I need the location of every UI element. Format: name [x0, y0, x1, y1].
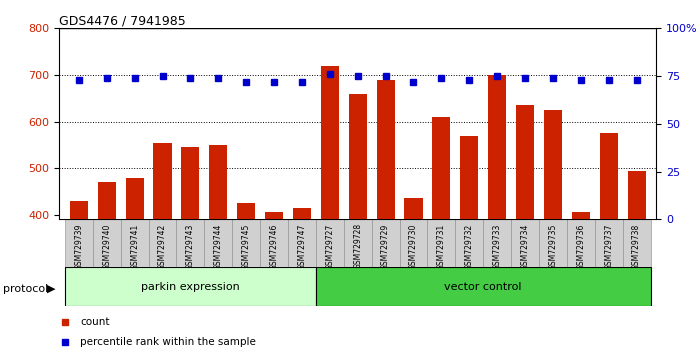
Text: GSM729732: GSM729732: [465, 223, 474, 269]
Bar: [237, 203, 255, 354]
Text: protocol: protocol: [3, 284, 49, 293]
Bar: [316, 267, 651, 306]
Bar: [595, 219, 623, 267]
Bar: [177, 219, 205, 267]
Bar: [126, 177, 144, 354]
Bar: [544, 110, 562, 354]
Text: GSM729733: GSM729733: [493, 223, 502, 270]
Bar: [321, 65, 339, 354]
Bar: [316, 219, 344, 267]
Bar: [516, 105, 534, 354]
Bar: [121, 219, 149, 267]
Bar: [98, 182, 116, 354]
Text: vector control: vector control: [445, 282, 522, 292]
Bar: [628, 171, 646, 354]
Bar: [404, 199, 422, 354]
Bar: [265, 212, 283, 354]
Text: GSM729744: GSM729744: [214, 223, 223, 270]
Text: GSM729738: GSM729738: [632, 223, 641, 269]
Bar: [460, 136, 478, 354]
Bar: [65, 267, 316, 306]
Bar: [181, 147, 200, 354]
Bar: [70, 201, 88, 354]
Text: GSM729735: GSM729735: [549, 223, 558, 270]
Bar: [376, 80, 394, 354]
Bar: [205, 219, 232, 267]
Text: GSM729746: GSM729746: [269, 223, 279, 270]
Bar: [93, 219, 121, 267]
Bar: [399, 219, 427, 267]
Text: GSM729740: GSM729740: [102, 223, 111, 270]
Text: GSM729729: GSM729729: [381, 223, 390, 269]
Text: parkin expression: parkin expression: [141, 282, 240, 292]
Bar: [65, 219, 93, 267]
Bar: [288, 219, 316, 267]
Bar: [232, 219, 260, 267]
Text: GSM729731: GSM729731: [437, 223, 446, 269]
Bar: [371, 219, 399, 267]
Text: GSM729739: GSM729739: [75, 223, 83, 270]
Bar: [539, 219, 567, 267]
Bar: [427, 219, 455, 267]
Bar: [209, 145, 228, 354]
Text: GSM729728: GSM729728: [353, 223, 362, 269]
Text: GSM729727: GSM729727: [325, 223, 334, 269]
Text: GSM729737: GSM729737: [604, 223, 614, 270]
Text: GSM729745: GSM729745: [242, 223, 251, 270]
Bar: [154, 143, 172, 354]
Bar: [488, 75, 506, 354]
Bar: [344, 219, 371, 267]
Text: count: count: [80, 318, 110, 327]
Bar: [567, 219, 595, 267]
Text: GSM729741: GSM729741: [130, 223, 139, 269]
Bar: [349, 93, 366, 354]
Text: GSM729734: GSM729734: [521, 223, 530, 270]
Text: percentile rank within the sample: percentile rank within the sample: [80, 337, 256, 347]
Bar: [149, 219, 177, 267]
Bar: [260, 219, 288, 267]
Bar: [600, 133, 618, 354]
Bar: [483, 219, 511, 267]
Bar: [455, 219, 483, 267]
Text: GSM729747: GSM729747: [297, 223, 306, 270]
Bar: [293, 208, 311, 354]
Text: ▶: ▶: [47, 284, 56, 293]
Text: GSM729742: GSM729742: [158, 223, 167, 269]
Text: GSM729743: GSM729743: [186, 223, 195, 270]
Text: GSM729730: GSM729730: [409, 223, 418, 270]
Bar: [572, 212, 590, 354]
Text: GSM729736: GSM729736: [577, 223, 586, 270]
Bar: [511, 219, 539, 267]
Bar: [623, 219, 651, 267]
Text: GDS4476 / 7941985: GDS4476 / 7941985: [59, 14, 186, 27]
Bar: [432, 117, 450, 354]
